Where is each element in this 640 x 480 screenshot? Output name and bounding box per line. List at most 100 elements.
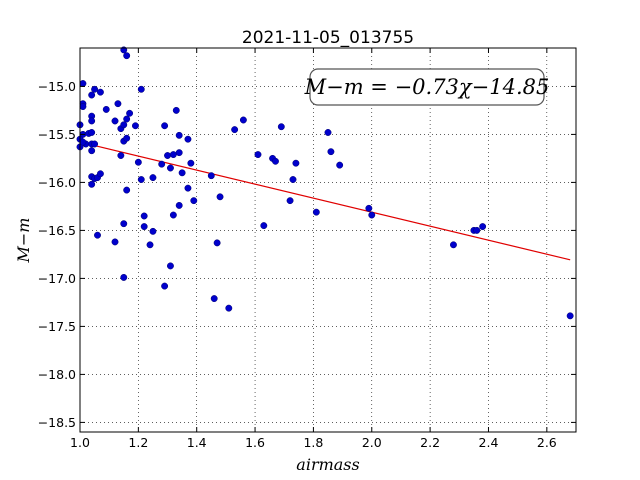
data-point <box>207 172 215 180</box>
y-tick-label: −17.0 <box>38 271 76 286</box>
data-point <box>149 174 157 182</box>
data-points <box>76 46 574 320</box>
y-axis-label: M−m <box>14 218 33 264</box>
annotation-box <box>309 68 545 106</box>
data-point <box>272 157 279 165</box>
data-point <box>111 238 119 246</box>
x-tick-label: 1.2 <box>128 435 148 450</box>
data-point <box>479 223 487 231</box>
chart-title: 2021-11-05_013755 <box>242 28 414 48</box>
data-point <box>88 117 96 125</box>
data-point <box>114 100 122 108</box>
data-point <box>140 223 148 231</box>
y-tick-label: −18.5 <box>38 415 76 430</box>
data-point <box>327 148 335 156</box>
y-tick-label: −17.5 <box>38 319 76 334</box>
plot-frame <box>79 47 577 433</box>
data-point <box>161 282 169 290</box>
data-point <box>134 158 142 166</box>
data-point <box>336 161 344 169</box>
data-point <box>566 312 574 320</box>
x-tick-label: 2.4 <box>479 435 499 450</box>
data-point <box>164 152 171 159</box>
data-point <box>149 227 157 235</box>
data-point <box>158 160 166 168</box>
data-point <box>96 88 104 96</box>
y-tick-label: −15.5 <box>38 127 76 142</box>
annotation-text: M−m = −0.73χ−14.85 <box>304 75 550 99</box>
y-tick-label: −16.5 <box>38 223 76 238</box>
data-point <box>254 151 262 159</box>
data-point <box>450 241 457 249</box>
data-point <box>210 295 218 303</box>
data-point <box>131 122 139 130</box>
data-point <box>126 109 134 117</box>
data-point <box>166 262 174 270</box>
data-point <box>169 151 177 159</box>
data-point <box>161 122 169 130</box>
x-tick-labels: 1.0 1.2 1.4 1.6 1.8 2.0 2.2 2.4 2.6 <box>70 435 557 450</box>
data-point <box>231 126 239 134</box>
data-point <box>292 159 300 167</box>
y-tick-label: −18.0 <box>38 367 76 382</box>
data-point <box>216 193 224 201</box>
y-tick-label: −15.0 <box>38 79 76 94</box>
x-tick-label: 1.6 <box>245 435 265 450</box>
data-point <box>88 129 96 136</box>
x-tick-label: 2.0 <box>362 435 382 450</box>
data-point <box>365 204 373 212</box>
data-point <box>190 197 198 205</box>
data-point <box>213 239 221 247</box>
x-tick-label: 1.0 <box>70 435 90 450</box>
y-tick-labels: −15.0 −15.5 −16.0 −16.5 −17.0 −17.5 −18.0 −18.5 <box>38 79 76 430</box>
data-point <box>166 164 174 172</box>
data-point <box>88 147 96 155</box>
data-point <box>140 212 148 220</box>
data-point <box>117 152 125 159</box>
data-point <box>88 91 96 99</box>
data-point <box>79 80 87 87</box>
x-tick-label: 1.8 <box>303 435 323 450</box>
x-axis-label: airmass <box>296 455 359 474</box>
data-point <box>120 121 128 129</box>
data-point <box>178 169 186 177</box>
data-point <box>88 180 96 188</box>
data-point <box>368 211 376 219</box>
data-point <box>225 304 233 312</box>
data-point <box>123 186 131 194</box>
data-point <box>473 226 481 234</box>
data-point <box>260 222 268 230</box>
data-point <box>187 159 195 167</box>
x-tick-label: 1.4 <box>187 435 207 450</box>
data-point <box>172 106 180 114</box>
data-point <box>79 103 87 111</box>
data-point <box>94 231 101 239</box>
data-point <box>123 134 131 142</box>
data-point <box>120 273 128 281</box>
data-point <box>102 105 110 113</box>
data-point <box>286 197 294 205</box>
data-point <box>184 184 192 192</box>
data-point <box>79 138 87 146</box>
data-point <box>312 208 320 216</box>
data-point <box>96 170 104 178</box>
fit-equation-annotation: M−m = −0.73χ−14.85 <box>304 68 550 106</box>
data-point <box>146 241 154 249</box>
data-point <box>120 220 128 228</box>
data-point <box>184 135 192 143</box>
data-point <box>175 201 183 209</box>
data-point <box>91 85 99 93</box>
data-point <box>277 123 285 131</box>
data-point <box>111 117 119 125</box>
data-point <box>137 176 145 183</box>
x-tick-label: 2.2 <box>420 435 440 450</box>
data-point <box>123 115 131 123</box>
data-point <box>169 211 177 219</box>
y-tick-label: −16.0 <box>38 175 76 190</box>
data-point <box>324 129 332 136</box>
data-point <box>137 85 145 93</box>
data-point <box>175 149 183 157</box>
data-point <box>123 52 131 60</box>
x-tick-label: 2.6 <box>537 435 557 450</box>
